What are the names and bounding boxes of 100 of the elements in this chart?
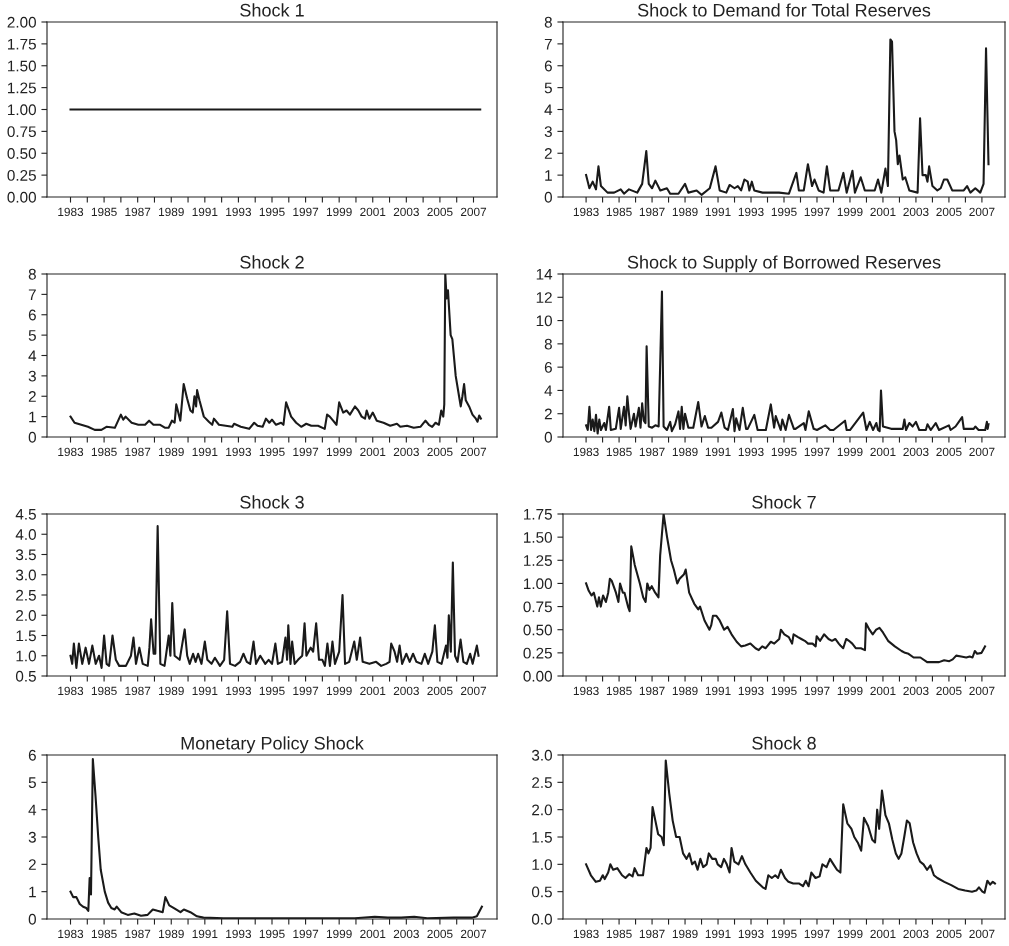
x-tick-label: 1989: [159, 929, 184, 939]
line-series: [69, 525, 480, 669]
y-tick-label: 2.00: [7, 16, 36, 28]
x-tick-label: 2003: [393, 447, 419, 457]
y-tick-label: 1.25: [8, 82, 36, 94]
x-tick-label: 2001: [870, 447, 896, 457]
x-tick-label: 1985: [606, 929, 632, 939]
x-tick-label: 2007: [460, 929, 487, 939]
x-tick-label: 2005: [936, 929, 962, 939]
y-tick-label: 1.25: [524, 555, 552, 566]
y-tick-label: 2.5: [16, 589, 36, 601]
x-tick-label: 1983: [573, 207, 599, 217]
x-tick-label: 1995: [771, 929, 797, 939]
x-tick-label: 1987: [639, 686, 665, 696]
x-tick-label: 1985: [91, 447, 117, 457]
y-tick-label: 3.0: [15, 569, 36, 581]
y-tick-label: 5: [28, 330, 36, 341]
y-tick-label: 1.0: [16, 650, 36, 662]
x-tick-label: 1983: [573, 929, 599, 939]
x-tick-label: 1997: [293, 447, 319, 457]
x-tick-label: 1987: [125, 929, 151, 939]
y-tick-label: 1.5: [16, 630, 36, 642]
y-tick-label: 1.0: [532, 859, 552, 871]
x-tick-label: 1993: [226, 207, 252, 217]
x-tick-label: 1983: [58, 686, 84, 696]
y-tick-label: 1.5: [532, 832, 552, 843]
x-tick-label: 1991: [192, 207, 218, 217]
y-tick-label: 4: [544, 104, 553, 116]
x-tick-label: 1993: [738, 686, 764, 696]
y-tick-label: 1: [545, 170, 552, 181]
x-tick-label: 1995: [259, 447, 285, 457]
y-tick-label: 10: [536, 315, 552, 327]
y-tick-label: 1: [29, 411, 36, 423]
x-tick-label: 1989: [159, 207, 184, 217]
x-tick-label: 1985: [606, 207, 632, 217]
y-tick-label: 0.25: [523, 647, 552, 659]
y-tick-label: 4.0: [15, 529, 36, 540]
line-series: [585, 759, 996, 894]
x-tick-label: 1991: [192, 447, 218, 457]
chart-title: Monetary Policy Shock: [181, 736, 364, 754]
chart-title: Shock to Demand for Total Reserves: [637, 3, 931, 17]
x-tick-label: 1995: [771, 447, 797, 457]
x-tick-label: 1995: [259, 207, 285, 217]
x-tick-label: 1999: [837, 207, 863, 217]
y-tick-label: 4.5: [15, 509, 36, 520]
x-tick-label: 1991: [705, 447, 731, 457]
y-tick-label: 2.0: [532, 804, 552, 816]
x-tick-label: 1983: [58, 929, 84, 939]
chart-title: Shock 8: [752, 736, 816, 750]
y-tick-label: 4: [28, 804, 37, 816]
chart-title: Shock 7: [752, 495, 816, 509]
x-tick-label: 1999: [326, 447, 352, 457]
x-tick-label: 1997: [804, 447, 830, 457]
x-tick-label: 2003: [393, 207, 419, 217]
x-tick-label: 1993: [226, 447, 252, 457]
x-tick-label: 1989: [672, 207, 698, 217]
x-tick-label: 2003: [903, 207, 929, 217]
y-tick-label: 1.50: [524, 532, 552, 543]
y-tick-label: 8: [544, 16, 552, 28]
x-tick-label: 1997: [804, 929, 830, 939]
y-tick-label: 0: [28, 431, 36, 443]
x-tick-label: 2007: [969, 447, 995, 457]
x-tick-label: 1993: [226, 929, 252, 939]
y-tick-label: 2: [28, 859, 36, 870]
x-tick-label: 1999: [837, 447, 863, 457]
y-tick-label: 3.5: [15, 549, 36, 561]
x-tick-label: 1991: [705, 686, 731, 696]
y-tick-label: 0.25: [7, 169, 36, 181]
x-tick-label: 1983: [573, 447, 599, 457]
y-tick-label: 2: [544, 148, 552, 159]
x-tick-label: 1987: [639, 207, 665, 217]
y-tick-label: 8: [544, 338, 552, 350]
x-tick-label: 2005: [427, 207, 453, 217]
chart-title: Shock to Supply of Borrowed Reserves: [627, 255, 941, 273]
x-tick-label: 2007: [969, 207, 995, 217]
y-tick-label: 0.00: [523, 670, 552, 682]
x-tick-label: 2001: [360, 929, 386, 939]
x-tick-label: 1997: [804, 207, 830, 217]
x-tick-label: 2005: [936, 686, 962, 696]
x-tick-label: 1987: [125, 207, 151, 217]
x-tick-label: 1985: [606, 686, 632, 696]
x-tick-label: 1995: [771, 686, 797, 696]
x-tick-label: 2003: [903, 447, 929, 457]
y-tick-label: 0: [544, 191, 552, 203]
x-tick-label: 2007: [969, 686, 995, 696]
x-tick-label: 1993: [226, 686, 252, 696]
x-tick-label: 1999: [326, 686, 352, 696]
x-tick-label: 1985: [91, 207, 117, 217]
y-tick-label: 0.00: [7, 191, 36, 203]
x-tick-label: 2007: [460, 686, 487, 696]
x-tick-label: 1993: [738, 929, 764, 939]
y-tick-label: 1.00: [8, 104, 36, 116]
y-tick-label: 0.5: [15, 670, 36, 682]
y-tick-label: 3: [28, 831, 36, 843]
y-tick-label: 5: [544, 82, 552, 94]
x-tick-label: 1999: [326, 207, 352, 217]
y-tick-label: 6: [544, 60, 552, 72]
x-tick-label: 1993: [738, 207, 764, 217]
x-tick-label: 2005: [936, 207, 962, 217]
x-tick-label: 2005: [427, 686, 453, 696]
